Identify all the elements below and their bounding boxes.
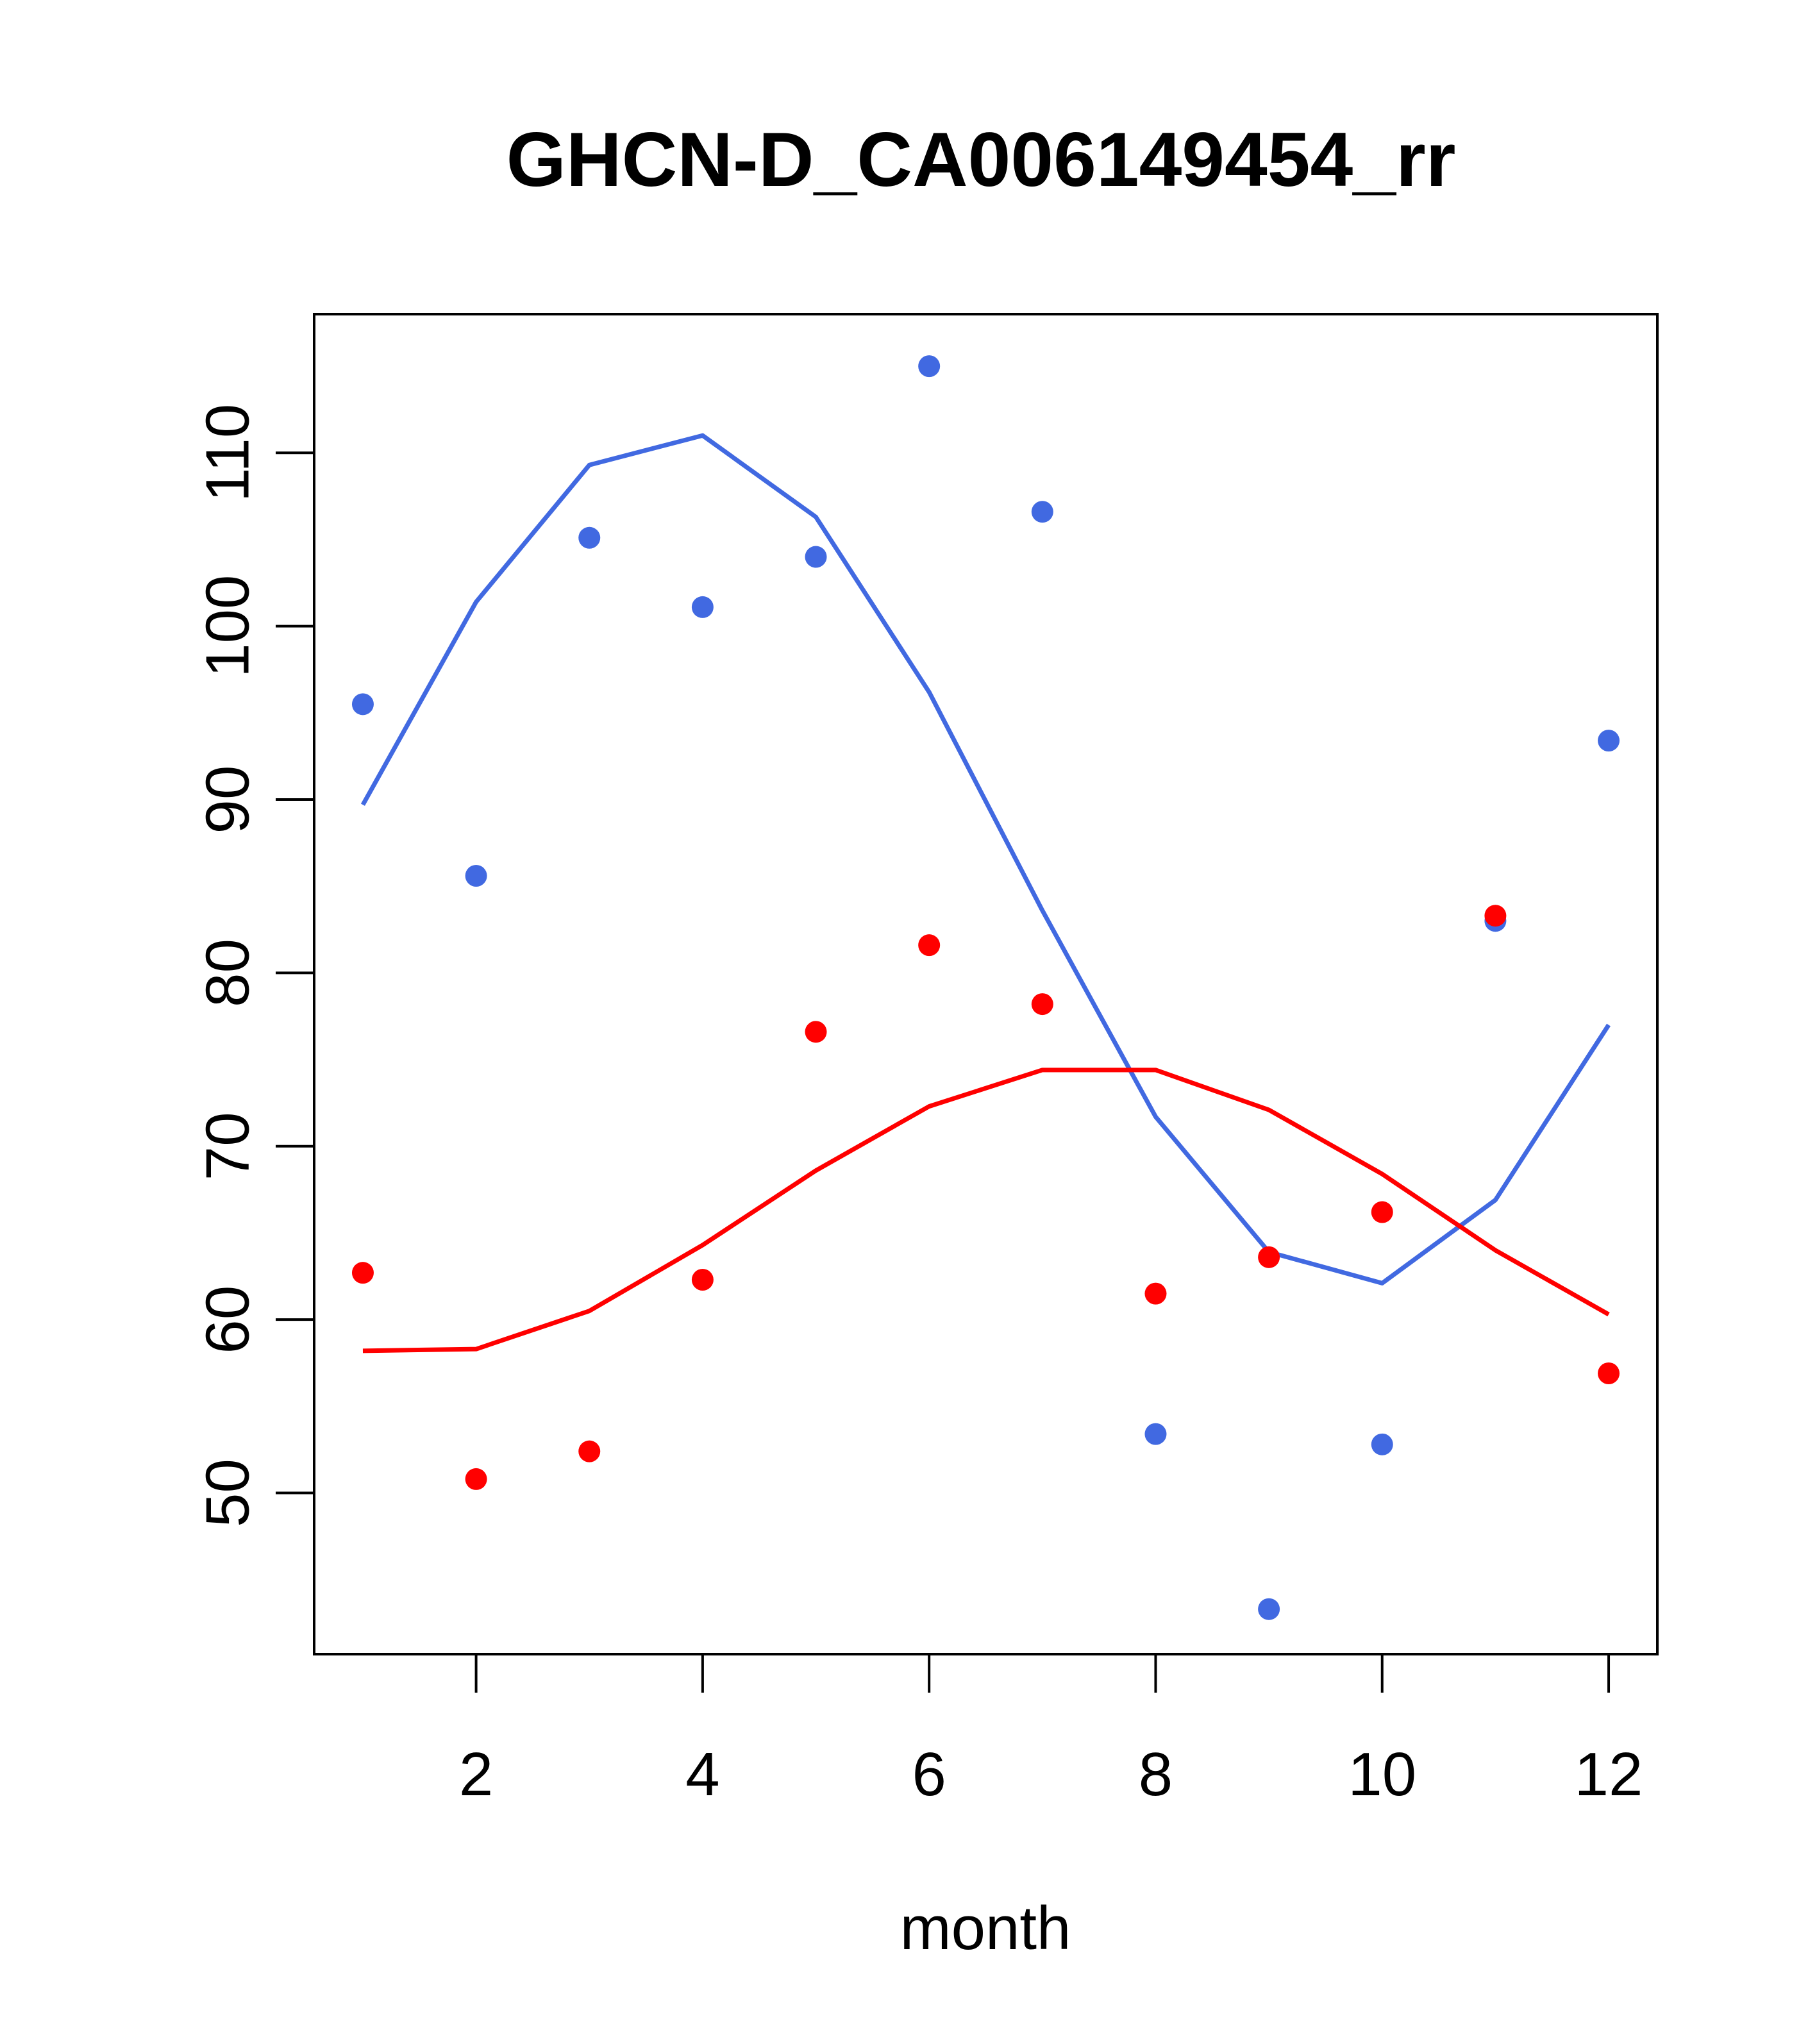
series-1-point (1144, 1423, 1167, 1445)
x-axis-label: month (900, 1894, 1071, 1963)
series-2-point (351, 1262, 374, 1284)
y-tick-label: 50 (194, 1459, 262, 1527)
plot-frame (313, 313, 1659, 1655)
y-tick-label: 100 (194, 575, 262, 678)
y-tick-label: 70 (194, 1112, 262, 1180)
chart-title: GHCN-D_CA006149454_rr (507, 117, 1456, 203)
y-tick-label: 90 (194, 766, 262, 834)
x-tick-label: 8 (1139, 1740, 1173, 1809)
series-2-point (918, 934, 941, 957)
series-1-point (1258, 1598, 1280, 1620)
series-1-point (465, 865, 487, 887)
series-lines (360, 433, 1611, 1353)
series-1-point (1598, 730, 1620, 752)
series-1-point (1371, 1433, 1393, 1455)
series-2-point (1598, 1362, 1620, 1384)
series-2-point (1371, 1201, 1393, 1223)
series-2-line (362, 1068, 1610, 1353)
series-2-point (805, 1021, 827, 1043)
x-tick-label: 2 (459, 1740, 493, 1809)
y-tick-label: 60 (194, 1286, 262, 1354)
x-axis: 2 4 6 8 10 12 (459, 1653, 1643, 1809)
x-tick-label: 4 (685, 1740, 719, 1809)
x-tick-label: 6 (912, 1740, 946, 1809)
series-1-line (360, 433, 1611, 1286)
series-points (351, 355, 1620, 1620)
series-1-point (1031, 501, 1053, 523)
series-2-point (1031, 993, 1053, 1016)
x-tick-label: 12 (1575, 1740, 1643, 1809)
y-axis: 50 60 70 80 90 100 110 (194, 404, 315, 1527)
series-1-point (578, 526, 601, 549)
series-1-point (351, 693, 374, 716)
series-2-point (691, 1268, 714, 1291)
x-tick-label: 10 (1348, 1740, 1416, 1809)
series-2-point (1484, 905, 1507, 927)
y-tick-label: 80 (194, 939, 262, 1007)
y-tick-label: 110 (194, 404, 262, 502)
series-2-point (465, 1468, 487, 1490)
series-2-point (578, 1440, 601, 1462)
series-2-point (1258, 1246, 1280, 1268)
series-2-point (1144, 1282, 1167, 1305)
series-1-point (805, 546, 827, 568)
series-1-point (918, 355, 941, 378)
series-1-point (691, 596, 714, 618)
